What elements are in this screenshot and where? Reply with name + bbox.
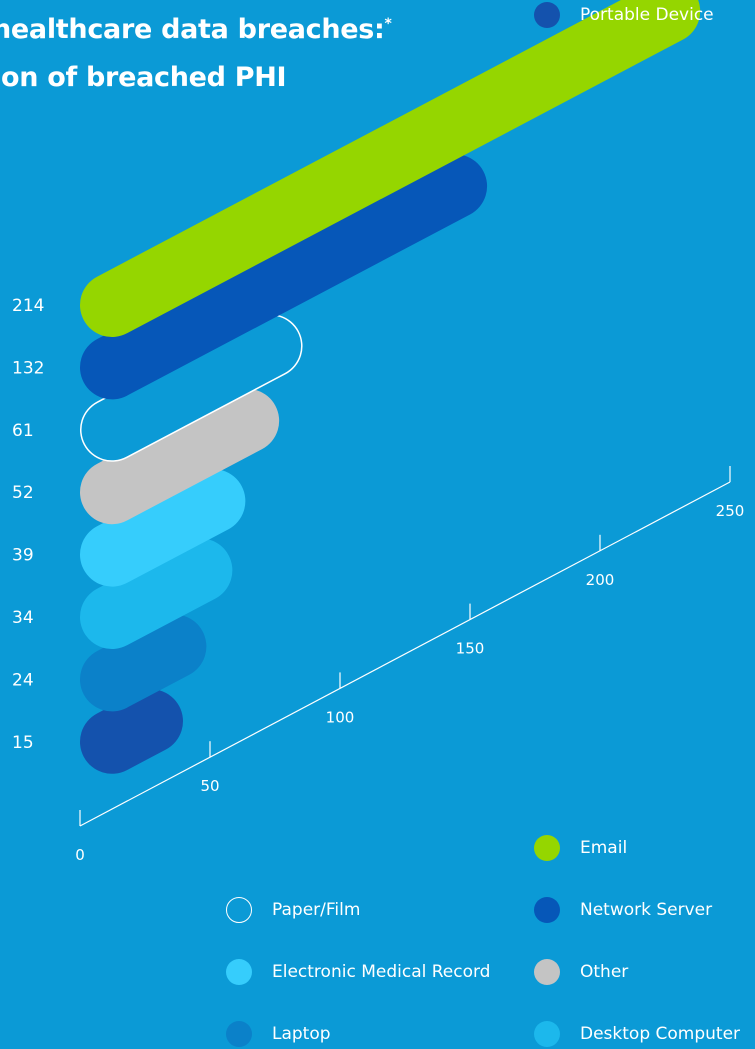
- bar-laptop: [80, 614, 207, 712]
- value-label-email: 214: [12, 296, 44, 316]
- legend-label-paper-film: Paper/Film: [272, 900, 361, 920]
- bar-electronic-medical-record: [80, 469, 246, 587]
- chart-title-line-1-text: healthcare data breaches:: [0, 14, 385, 45]
- legend-swatch-paper-film: [226, 897, 252, 923]
- bar-other: [80, 388, 280, 525]
- isometric-bar-chart: 0 50 100 150 200 250 214 132 61 52 39 34 24 15: [12, 0, 745, 864]
- axis-tick-label-100: 100: [326, 708, 355, 726]
- legend-item-electronic-medical-record: Electronic Medical Record: [226, 957, 490, 987]
- bar-desktop-computer: [80, 538, 233, 649]
- legend-swatch-network-server: [534, 897, 560, 923]
- value-label-portable-device: 15: [12, 733, 34, 753]
- bar-portable-device: [80, 689, 183, 774]
- axis-tick-label-50: 50: [200, 777, 219, 795]
- chart-title: healthcare data breaches:* ion of breach…: [0, 14, 755, 104]
- axis-tick-label-250: 250: [716, 502, 745, 520]
- value-label-other: 52: [12, 483, 34, 503]
- bar-paper-film: [81, 315, 302, 461]
- value-label-paper-film: 61: [12, 421, 34, 441]
- legend-item-other: Other: [534, 957, 628, 987]
- axis-tick-label-150: 150: [456, 640, 485, 658]
- legend-label-desktop-computer: Desktop Computer: [580, 1024, 741, 1044]
- legend-item-laptop: Laptop: [226, 1019, 331, 1049]
- legend-item-email: Email: [534, 833, 627, 863]
- legend-swatch-email: [534, 835, 560, 861]
- axis-tick-label-200: 200: [586, 571, 615, 589]
- chart-title-line-2: ion of breached PHI: [0, 62, 287, 93]
- legend-label-laptop: Laptop: [272, 1024, 331, 1044]
- legend-swatch-portable-device: [534, 2, 560, 28]
- axis-tick-label-0: 0: [75, 846, 85, 864]
- value-label-electronic-medical-record: 39: [12, 546, 34, 566]
- legend-label-email: Email: [580, 838, 628, 858]
- legend-swatch-other: [534, 959, 560, 985]
- legend-swatch-desktop-computer: [534, 1021, 560, 1047]
- legend-label-electronic-medical-record: Electronic Medical Record: [272, 962, 491, 982]
- legend-item-desktop-computer: Desktop Computer: [534, 1019, 740, 1049]
- legend-item-network-server: Network Server: [534, 895, 712, 925]
- legend-item-portable-device: Portable Device: [534, 0, 714, 30]
- legend-label-network-server: Network Server: [580, 900, 713, 920]
- axis-line: [79, 481, 731, 827]
- value-label-laptop: 24: [12, 670, 34, 690]
- value-label-desktop-computer: 34: [12, 608, 34, 628]
- legend-item-paper-film: Paper/Film: [226, 895, 360, 925]
- legend-swatch-electronic-medical-record: [226, 959, 252, 985]
- bar-email: [80, 0, 701, 337]
- legend-label-other: Other: [580, 962, 629, 982]
- legend-swatch-laptop: [226, 1021, 252, 1047]
- legend-label-portable-device: Portable Device: [580, 5, 714, 25]
- footnote-mark: *: [384, 16, 392, 32]
- value-label-network-server: 132: [12, 358, 44, 378]
- bar-network-server: [80, 154, 488, 400]
- chart-title-line-1: healthcare data breaches:*: [0, 14, 392, 45]
